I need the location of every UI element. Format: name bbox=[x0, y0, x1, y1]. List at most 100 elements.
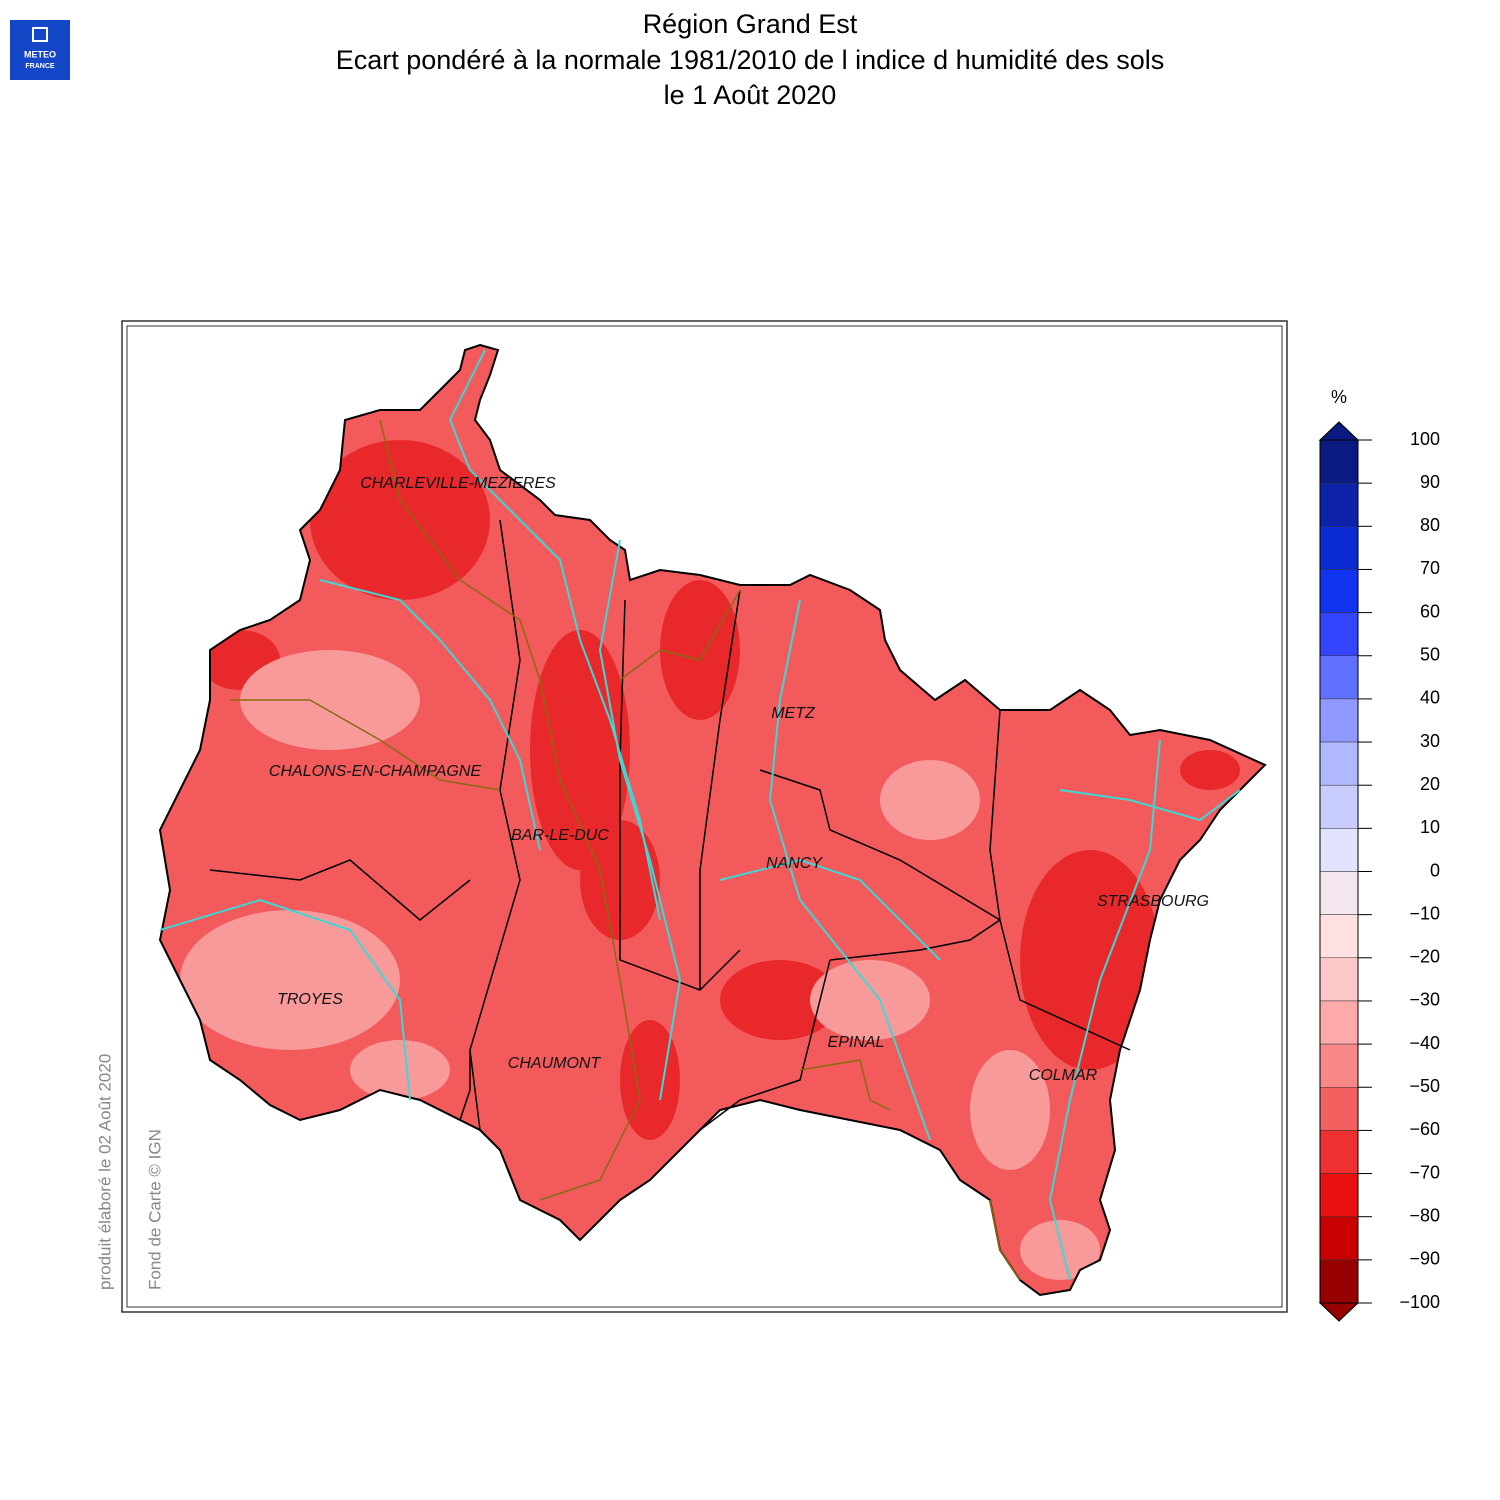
colorbar-tick-label: −70 bbox=[1409, 1162, 1440, 1182]
city-label: TROYES bbox=[277, 991, 343, 1008]
credit: produit élaboré le 02 Août 2020 bbox=[95, 1054, 114, 1290]
anomaly-patch bbox=[1180, 750, 1240, 790]
colorbar-tick-label: −10 bbox=[1409, 903, 1440, 923]
colorbar-tick-label: −90 bbox=[1409, 1249, 1440, 1269]
logo-text: METEO bbox=[24, 49, 56, 59]
colorbar-segment bbox=[1319, 1216, 1359, 1261]
colorbar-segment bbox=[1319, 957, 1359, 1002]
anomaly-patch bbox=[530, 630, 630, 870]
map-frame bbox=[121, 320, 1288, 1313]
colorbar-tick-label: −100 bbox=[1399, 1292, 1440, 1312]
colorbar-segment bbox=[1319, 1000, 1359, 1045]
river bbox=[1048, 739, 1161, 1281]
river bbox=[719, 858, 941, 961]
city-label: NANCY bbox=[766, 855, 823, 872]
colorbar-tick-label: 70 bbox=[1420, 558, 1440, 578]
river bbox=[768, 599, 931, 1141]
department-border bbox=[759, 769, 1001, 921]
city-label: COLMAR bbox=[1029, 1067, 1098, 1084]
anomaly-patch bbox=[310, 440, 490, 600]
colorbar-tick-label: −30 bbox=[1409, 990, 1440, 1010]
colorbar-segment bbox=[1319, 612, 1359, 656]
colorbar-tick-label: −40 bbox=[1409, 1033, 1440, 1053]
logo-icon bbox=[32, 27, 48, 42]
colorbar-segment bbox=[1319, 741, 1359, 786]
department-border bbox=[699, 589, 741, 990]
city-label: METZ bbox=[771, 705, 816, 722]
anomaly-patch bbox=[1020, 1220, 1100, 1280]
city-label: EPINAL bbox=[828, 1034, 885, 1051]
city-label: CHALONS-EN-CHAMPAGNE bbox=[269, 763, 482, 780]
colorbar-arrow bbox=[1318, 1302, 1360, 1322]
colorbar-tick-label: −50 bbox=[1409, 1076, 1440, 1096]
anomaly-patch bbox=[660, 580, 740, 720]
basin-border bbox=[379, 419, 641, 1201]
basin-border bbox=[989, 1199, 1021, 1281]
logo-text: FRANCE bbox=[25, 63, 54, 70]
basin-border bbox=[799, 1059, 891, 1111]
department-border bbox=[619, 599, 741, 991]
colorbar-tick-label: 10 bbox=[1420, 817, 1440, 837]
department-border bbox=[829, 919, 1001, 961]
colorbar-segment bbox=[1319, 698, 1359, 743]
colorbar-segment bbox=[1319, 1259, 1359, 1304]
colorbar-segment bbox=[1319, 569, 1359, 613]
colorbar-segment bbox=[1319, 1173, 1359, 1217]
river bbox=[1059, 789, 1241, 822]
river bbox=[159, 898, 411, 1101]
department-border bbox=[699, 959, 831, 1131]
basin-border bbox=[230, 699, 501, 791]
colorbar-segment bbox=[1319, 871, 1359, 915]
title: Région Grand Est bbox=[643, 9, 858, 39]
anomaly-patch bbox=[880, 760, 980, 840]
colorbar-segment bbox=[1319, 784, 1359, 829]
anomaly-patch bbox=[180, 910, 400, 1050]
colorbar-segment bbox=[1319, 655, 1359, 700]
anomaly-patch bbox=[970, 1050, 1050, 1170]
colorbar-segment bbox=[1319, 1130, 1359, 1174]
colorbar-tick-label: 100 bbox=[1410, 429, 1440, 449]
department-border bbox=[469, 519, 521, 1131]
title: le 1 Août 2020 bbox=[664, 80, 837, 110]
map-frame bbox=[126, 325, 1283, 1308]
title: Ecart pondéré à la normale 1981/2010 de … bbox=[336, 45, 1165, 75]
river bbox=[598, 539, 682, 1101]
colorbar-tick-label: 20 bbox=[1420, 774, 1440, 794]
colorbar-tick-label: 50 bbox=[1420, 645, 1440, 665]
colorbar-arrow bbox=[1318, 421, 1360, 441]
colorbar-segment bbox=[1319, 526, 1359, 570]
colorbar-unit: % bbox=[1331, 387, 1347, 407]
city-label: CHAUMONT bbox=[508, 1055, 602, 1072]
anomaly-patch bbox=[350, 1040, 450, 1100]
city-label: CHARLEVILLE-MEZIERES bbox=[360, 475, 556, 492]
department-border bbox=[459, 1050, 471, 1121]
department-border bbox=[209, 859, 471, 921]
region bbox=[160, 345, 1265, 1295]
colorbar-tick-label: 60 bbox=[1420, 601, 1440, 621]
credit: Fond de Carte © IGN bbox=[145, 1129, 164, 1290]
colorbar-segment bbox=[1319, 439, 1359, 484]
colorbar-segment bbox=[1319, 482, 1359, 527]
anomaly-patch bbox=[720, 960, 840, 1040]
city-label: BAR-LE-DUC bbox=[511, 827, 609, 844]
river bbox=[448, 349, 661, 921]
colorbar-tick-label: 0 bbox=[1430, 860, 1440, 880]
anomaly-field bbox=[180, 440, 1240, 1280]
colorbar-segment bbox=[1319, 1043, 1359, 1088]
colorbar-tick-label: −60 bbox=[1409, 1119, 1440, 1139]
anomaly-patch bbox=[240, 650, 420, 750]
logo bbox=[10, 20, 70, 80]
colorbar-segment bbox=[1319, 1087, 1359, 1131]
colorbar-tick-label: −80 bbox=[1409, 1205, 1440, 1225]
colorbar-tick-label: 90 bbox=[1420, 472, 1440, 492]
colorbar-tick-label: −20 bbox=[1409, 947, 1440, 967]
anomaly-patch bbox=[810, 960, 930, 1040]
anomaly-patch bbox=[1020, 850, 1160, 1070]
city-label: STRASBOURG bbox=[1097, 893, 1209, 910]
colorbar-tick-label: 80 bbox=[1420, 515, 1440, 535]
colorbar-tick-label: 40 bbox=[1420, 688, 1440, 708]
basin-border bbox=[619, 589, 741, 681]
colorbar-tick-label: 30 bbox=[1420, 731, 1440, 751]
